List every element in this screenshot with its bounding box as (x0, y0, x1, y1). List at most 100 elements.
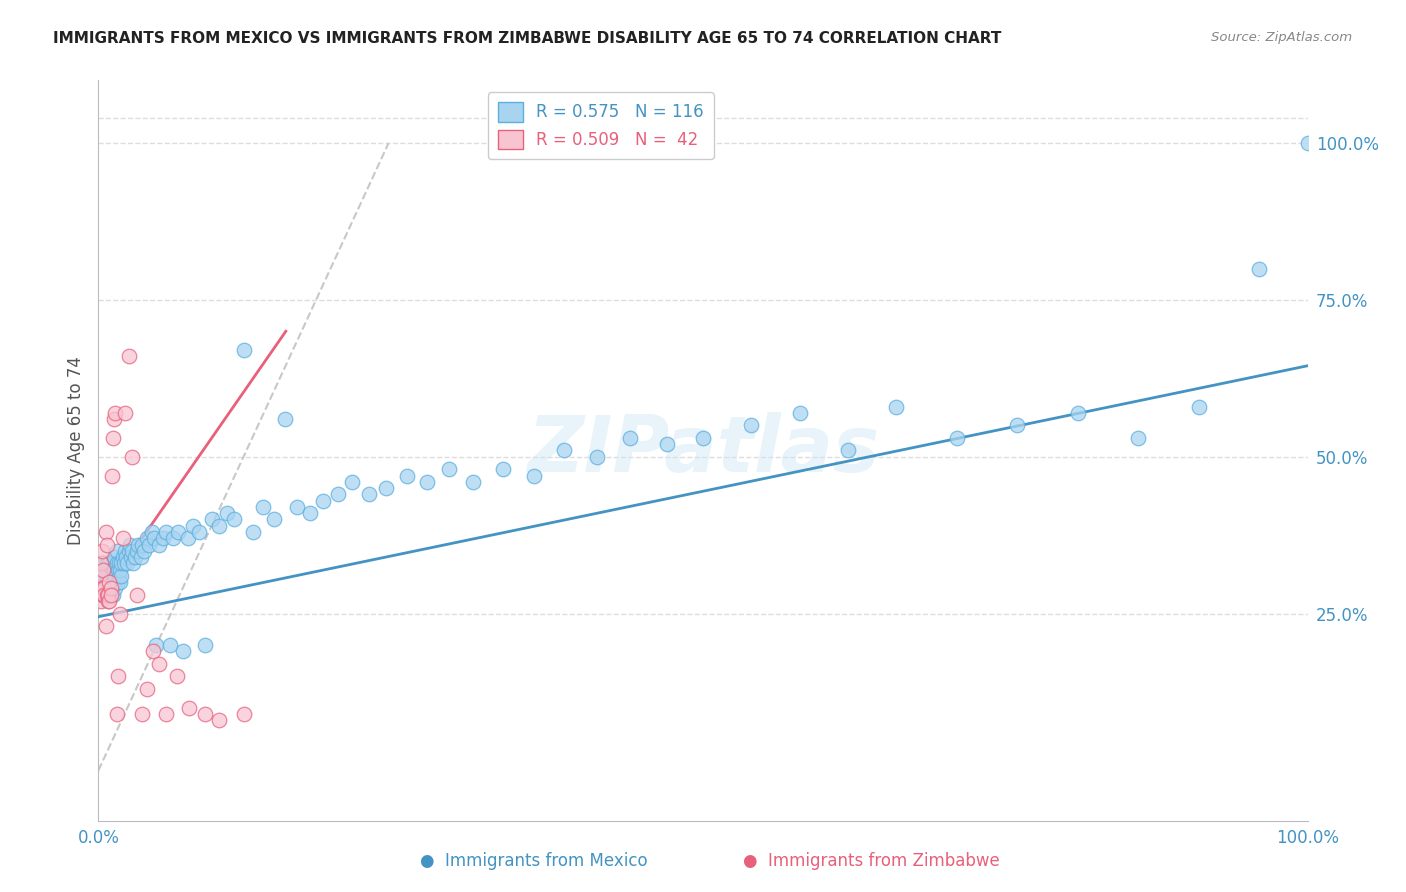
Point (492, 462, 515, 476)
Point (108, 557, 131, 571)
Point (100, 569, 122, 583)
Point (100, 563, 122, 577)
Point (91, 563, 114, 577)
Point (946, 431, 969, 445)
Point (93, 588, 115, 602)
Point (141, 524, 163, 539)
Point (91, 569, 114, 583)
Point (162, 531, 184, 545)
Point (120, 550, 142, 565)
Point (222, 512, 245, 526)
Point (94, 563, 117, 577)
Point (96, 557, 118, 571)
Point (215, 506, 238, 520)
Point (100, 588, 122, 602)
Point (91, 563, 114, 577)
Point (89, 575, 111, 590)
Point (98, 569, 121, 583)
Point (232, 706, 254, 721)
Point (118, 544, 141, 558)
Point (263, 512, 285, 526)
Point (299, 506, 322, 520)
Point (114, 544, 136, 558)
Point (1249, 261, 1271, 276)
Point (135, 681, 157, 696)
Point (359, 487, 381, 501)
Point (585, 450, 607, 464)
Point (91, 582, 114, 596)
Point (145, 638, 167, 652)
Point (143, 531, 166, 545)
Point (134, 544, 156, 558)
Point (93, 569, 115, 583)
Point (100, 582, 122, 596)
Point (96, 538, 118, 552)
Point (104, 569, 127, 583)
Point (655, 437, 678, 451)
Text: ●  Immigrants from Mexico: ● Immigrants from Mexico (420, 852, 648, 870)
Point (96, 588, 118, 602)
Point (90, 594, 112, 608)
Legend: R = 0.575   N = 116, R = 0.509   N =  42: R = 0.575 N = 116, R = 0.509 N = 42 (488, 92, 714, 159)
Point (172, 644, 194, 658)
Point (114, 406, 136, 420)
Point (96, 569, 118, 583)
Point (104, 406, 127, 420)
Point (100, 582, 122, 596)
Point (1007, 418, 1029, 433)
Point (103, 412, 125, 426)
Point (91, 557, 114, 571)
Y-axis label: Disability Age 65 to 74: Disability Age 65 to 74 (66, 356, 84, 545)
Point (395, 468, 418, 483)
Point (273, 412, 295, 426)
Point (93, 582, 115, 596)
Point (127, 538, 149, 552)
Point (232, 343, 254, 357)
Point (152, 531, 174, 545)
Point (98, 575, 121, 590)
Point (111, 550, 134, 565)
Point (107, 563, 129, 577)
Point (148, 538, 170, 552)
Text: Source: ZipAtlas.com: Source: ZipAtlas.com (1212, 31, 1353, 45)
Point (740, 418, 762, 433)
Point (97, 575, 120, 590)
Point (97, 594, 120, 608)
Point (523, 468, 546, 483)
Point (1296, 136, 1319, 150)
Point (112, 557, 135, 571)
Point (93, 582, 115, 596)
Point (101, 431, 124, 445)
Point (100, 575, 122, 590)
Point (91, 582, 114, 596)
Point (117, 557, 139, 571)
Point (148, 657, 170, 671)
Point (789, 406, 811, 420)
Point (553, 443, 575, 458)
Point (94, 588, 117, 602)
Text: IMMIGRANTS FROM MEXICO VS IMMIGRANTS FROM ZIMBABWE DISABILITY AGE 65 TO 74 CORRE: IMMIGRANTS FROM MEXICO VS IMMIGRANTS FRO… (53, 31, 1002, 46)
Point (98, 582, 121, 596)
Point (127, 588, 149, 602)
Point (115, 550, 138, 565)
Point (108, 575, 131, 590)
Point (111, 531, 134, 545)
Point (91, 575, 114, 590)
Point (342, 475, 364, 489)
Point (101, 575, 124, 590)
Point (89, 582, 111, 596)
Point (416, 475, 439, 489)
Point (1188, 400, 1211, 414)
Point (118, 349, 141, 363)
Point (138, 538, 160, 552)
Point (91, 544, 114, 558)
Point (118, 538, 141, 552)
Point (101, 557, 124, 571)
Point (121, 450, 143, 464)
Point (131, 706, 153, 721)
Point (103, 550, 125, 565)
Point (242, 524, 264, 539)
Point (108, 563, 131, 577)
Point (619, 431, 641, 445)
Point (124, 550, 146, 565)
